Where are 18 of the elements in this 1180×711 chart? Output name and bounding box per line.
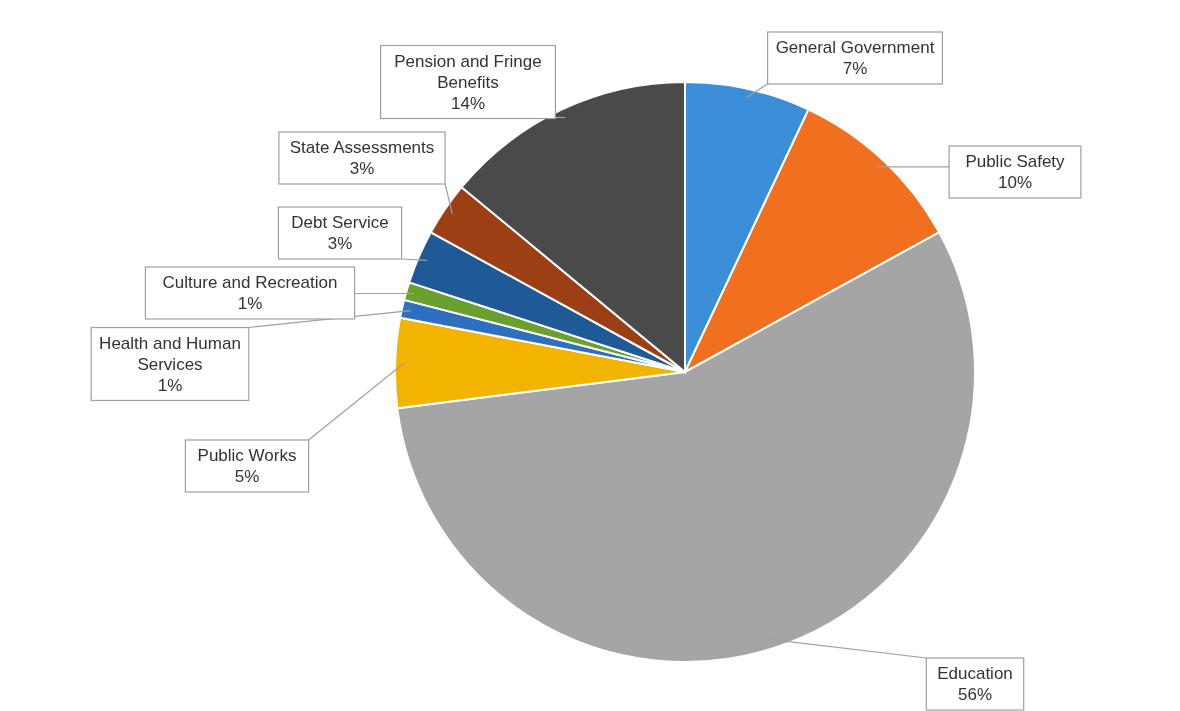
slice-label: Education: [937, 664, 1013, 684]
data-label: 10%: [997, 173, 1033, 193]
data-label: 5%: [234, 467, 260, 487]
data-label: 1%: [237, 294, 263, 314]
data-label: 1%: [157, 375, 183, 395]
data-label: 7%: [842, 59, 868, 79]
data-label: 56%: [957, 685, 993, 705]
slice-label: Culture and Recreation: [162, 273, 338, 293]
data-label: 14%: [450, 93, 486, 113]
data-label: 3%: [349, 159, 375, 179]
slice-label: Public Safety: [965, 152, 1066, 172]
slice-label: General Government: [775, 38, 935, 58]
slice-label: State Assessments: [289, 138, 435, 158]
slice-label: Pension and Fringe Benefits: [394, 51, 542, 92]
slice-label: Debt Service: [291, 213, 389, 233]
data-label: 3%: [327, 234, 353, 254]
slice-label: Public Works: [197, 446, 297, 466]
slice-label: Health and Human Services: [99, 333, 241, 374]
